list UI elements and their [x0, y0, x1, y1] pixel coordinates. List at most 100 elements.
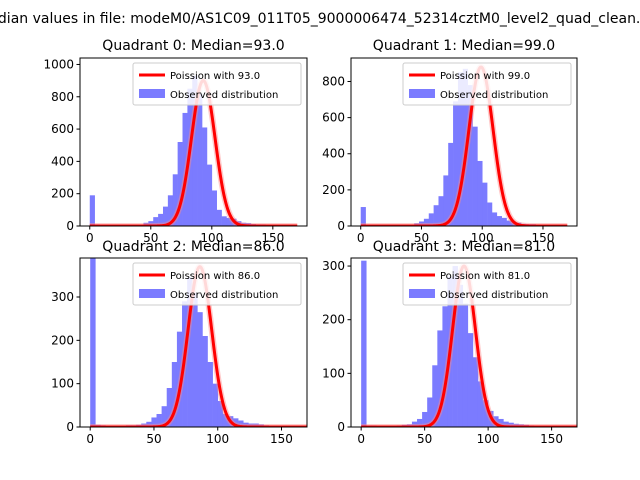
quadrant-3-hist-bar: [427, 397, 433, 427]
quadrant-0-axes-frame: [79, 57, 308, 227]
quadrant-1-hist-bar: [438, 196, 444, 226]
quadrant-0-title: Quadrant 0: Median=93.0: [102, 38, 284, 54]
quadrant-2-hist-bar: [243, 422, 249, 427]
quadrant-0-x-tick-label: 100: [200, 231, 223, 245]
quadrant-3-hist-bar: [457, 284, 464, 427]
quadrant-3-axes-frame: [350, 257, 578, 428]
quadrant-1-y-tick-label: 600: [322, 111, 345, 125]
quadrant-1-hist-bar: [482, 182, 488, 226]
quadrant-2-legend-poisson-label: Poission with 86.0: [170, 271, 260, 282]
quadrant-3-x-tick-label: 50: [417, 432, 432, 446]
quadrant-0-hist-bar: [221, 216, 227, 226]
quadrant-2-hist-bar: [233, 418, 239, 427]
quadrant-1-x-tick-label: 100: [471, 231, 494, 245]
quadrant-3-x-tick-label: 150: [540, 432, 563, 446]
quadrant-3-y-tick-label: 0: [337, 420, 345, 434]
quadrant-0-legend-observed-label: Observed distribution: [170, 90, 278, 101]
quadrant-3-legend-observed-label: Observed distribution: [440, 290, 548, 301]
quadrant-3-legend-poisson-label: Poission with 81.0: [440, 271, 530, 282]
quadrant-0-y-tick-label: 200: [51, 187, 74, 201]
quadrant-3-x-tick-label: 0: [357, 432, 365, 446]
quadrant-1-hist-bar: [487, 202, 493, 226]
quadrant-2-y-tick-label: 0: [66, 420, 74, 434]
quadrant-1-hist-bar: [453, 101, 459, 226]
quadrant-3-hist-bar: [493, 416, 499, 427]
quadrant-0-y-tick-label: 1000: [43, 57, 74, 71]
quadrant-1-hist-bar: [511, 222, 517, 226]
quadrant-3-hist-bar: [452, 266, 458, 427]
quadrant-1-x-tick-label: 150: [532, 231, 555, 245]
quadrant-1-legend-box: [402, 62, 572, 106]
quadrant-0-legend-poisson-label: Poission with 93.0: [170, 71, 260, 82]
quadrant-1-x-tick-label: 0: [357, 231, 365, 245]
quadrant-3-hist-bar: [503, 421, 509, 427]
quadrant-1-hist-bar: [443, 175, 449, 226]
quadrant-2-legend-box: [132, 262, 302, 306]
quadrant-1-hist-bar: [496, 216, 502, 226]
quadrant-1-y-tick-label: 400: [322, 147, 345, 161]
quadrant-2-hist-bar: [176, 331, 183, 427]
quadrant-3-hist-bar: [462, 303, 469, 427]
quadrant-2-hist-bar: [141, 423, 147, 427]
quadrant-0-hist-bar: [162, 206, 169, 226]
quadrant-2-hist-bar: [161, 406, 168, 427]
quadrant-3-legend-box: [402, 262, 572, 306]
quadrant-2-hist-bar: [202, 336, 208, 427]
quadrant-3-x-tick-label: 100: [477, 432, 500, 446]
quadrant-2-y-tick-label: 200: [51, 333, 74, 347]
quadrant-3-y-tick-label: 200: [322, 313, 345, 327]
quadrant-2-hist-bar: [222, 414, 229, 427]
quadrant-2-panel: Quadrant 2: Median=86.0 0 50 100 150 0 100 200…: [51, 239, 308, 446]
quadrant-0-hist-bar: [143, 222, 149, 226]
quadrant-2-x-tick-label: 50: [146, 432, 161, 446]
figure-suptitle: Median values in file: modeM0/AS1C09_011…: [0, 11, 640, 27]
quadrant-3-hist-bar: [361, 260, 367, 427]
quadrant-1-hist-bar: [467, 85, 473, 226]
quadrant-2-hist-bar: [207, 362, 213, 427]
quadrant-2-hist-bar: [238, 420, 244, 427]
quadrant-0-hist-bar: [158, 213, 164, 226]
quadrant-1-hist-bar: [423, 218, 430, 226]
quadrant-2-hist-bar: [151, 417, 157, 427]
quadrant-1-hist-bar: [419, 221, 425, 226]
quadrant-1-axes-frame: [350, 57, 578, 227]
quadrant-0-y-tick-label: 0: [66, 219, 74, 233]
quadrant-2-title: Quadrant 2: Median=86.0: [102, 239, 284, 255]
quadrant-0-y-tick-label: 800: [51, 90, 74, 104]
quadrant-3-hist-bar: [483, 400, 489, 427]
quadrant-1-hist-bar: [448, 142, 454, 226]
quadrant-1-hist-bar: [501, 217, 507, 226]
quadrant-2-axes-frame: [79, 257, 308, 428]
quadrant-1-hist-bar: [428, 213, 434, 226]
quadrant-3-y-tick-label: 300: [322, 259, 345, 273]
quadrant-2-hist-bar: [248, 423, 254, 427]
quadrant-2-hist-bar: [187, 277, 193, 427]
quadrant-2-hist-bar: [197, 312, 203, 427]
quadrant-2-x-tick-label: 150: [270, 432, 293, 446]
quadrant-0-y-tick-label: 400: [51, 154, 74, 168]
quadrant-0-hist-bar: [182, 112, 188, 226]
quadrant-2-x-tick-label: 0: [86, 432, 94, 446]
quadrant-2-hist-bar: [217, 401, 224, 427]
quadrant-0-hist-bar: [148, 221, 154, 226]
quadrant-1-legend-hist-swatch: [409, 89, 435, 98]
quadrant-2-hist-bar: [212, 383, 219, 427]
quadrant-3-hist-bar: [437, 330, 443, 427]
quadrant-0-x-tick-label: 150: [261, 231, 284, 245]
quadrant-1-y-tick-label: 200: [322, 183, 345, 197]
quadrant-0-plot-area: [87, 75, 300, 226]
quadrant-0-hist-bar: [89, 195, 95, 226]
quadrant-1-panel: Quadrant 1: Median=99.0 0 50 100 150 0 200 400…: [322, 38, 578, 245]
quadrant-3-hist-bar: [417, 418, 423, 427]
quadrant-1-x-tick-label: 50: [414, 231, 429, 245]
quadrant-1-hist-bar: [457, 72, 464, 226]
quadrant-0-hist-bar: [216, 209, 222, 226]
quadrant-2-hist-bar: [253, 423, 259, 427]
quadrant-2-hist-bar: [156, 414, 162, 427]
quadrant-3-hist-bar: [442, 306, 448, 427]
quadrant-0-hist-bar: [206, 164, 213, 226]
quadrant-0-hist-bar: [192, 75, 198, 226]
quadrant-1-y-tick-label: 800: [322, 74, 345, 88]
quadrant-2-hist-bar: [171, 362, 178, 427]
